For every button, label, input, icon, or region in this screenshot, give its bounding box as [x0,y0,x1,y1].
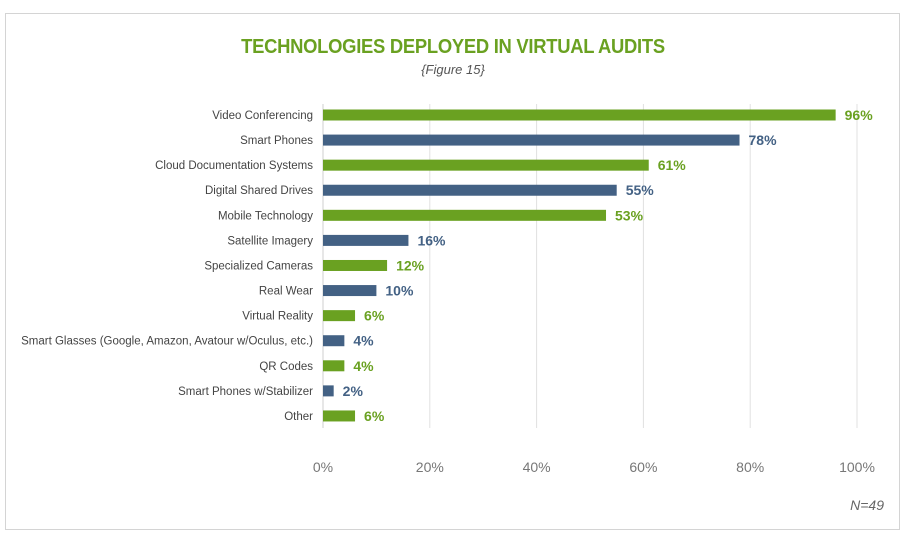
value-label: 4% [353,333,374,349]
category-label: Video Conferencing [212,110,313,122]
value-label: 16% [417,232,446,248]
bar [323,360,345,372]
category-label: Smart Phones [240,135,313,147]
bar [323,310,356,322]
category-label: Cloud Documentation Systems [155,160,313,172]
value-label: 55% [626,182,655,198]
category-label: Digital Shared Drives [205,185,313,197]
category-label: Specialized Cameras [204,260,313,272]
value-label: 10% [385,283,414,299]
value-label: 2% [343,383,364,399]
x-tick-label: 0% [313,459,333,475]
bar [323,385,334,397]
bar [323,234,409,246]
category-label: Other [284,411,313,423]
category-label: Satellite Imagery [227,235,313,247]
chart-subtitle: {Figure 15} [421,62,485,77]
value-label: 6% [364,308,385,324]
value-label: 4% [353,358,374,374]
bar [323,335,345,347]
category-label: Smart Phones w/Stabilizer [178,386,313,398]
x-tick-label: 100% [839,459,875,475]
category-label: Real Wear [259,286,313,298]
value-label: 12% [396,257,425,273]
x-tick-label: 20% [416,459,444,475]
category-label: Mobile Technology [218,210,313,222]
bar [323,109,836,121]
value-label: 78% [749,132,778,148]
x-tick-label: 40% [523,459,551,475]
x-tick-label: 80% [736,459,764,475]
x-tick-label: 60% [629,459,657,475]
value-label: 53% [615,207,644,223]
category-label: Virtual Reality [242,311,313,323]
value-label: 61% [658,157,687,173]
chart-frame [5,13,900,530]
bar [323,159,649,171]
bar [323,285,377,297]
category-label: QR Codes [259,361,313,373]
bar [323,209,607,221]
bar [323,410,356,422]
value-label: 96% [845,107,874,123]
chart-title: TECHNOLOGIES DEPLOYED IN VIRTUAL AUDITS [241,36,665,58]
category-label: Smart Glasses (Google, Amazon, Avatour w… [21,336,313,348]
value-label: 6% [364,408,385,424]
sample-size-note: N=49 [850,497,884,513]
bar [323,259,388,271]
bar [323,184,617,196]
bar [323,134,740,146]
